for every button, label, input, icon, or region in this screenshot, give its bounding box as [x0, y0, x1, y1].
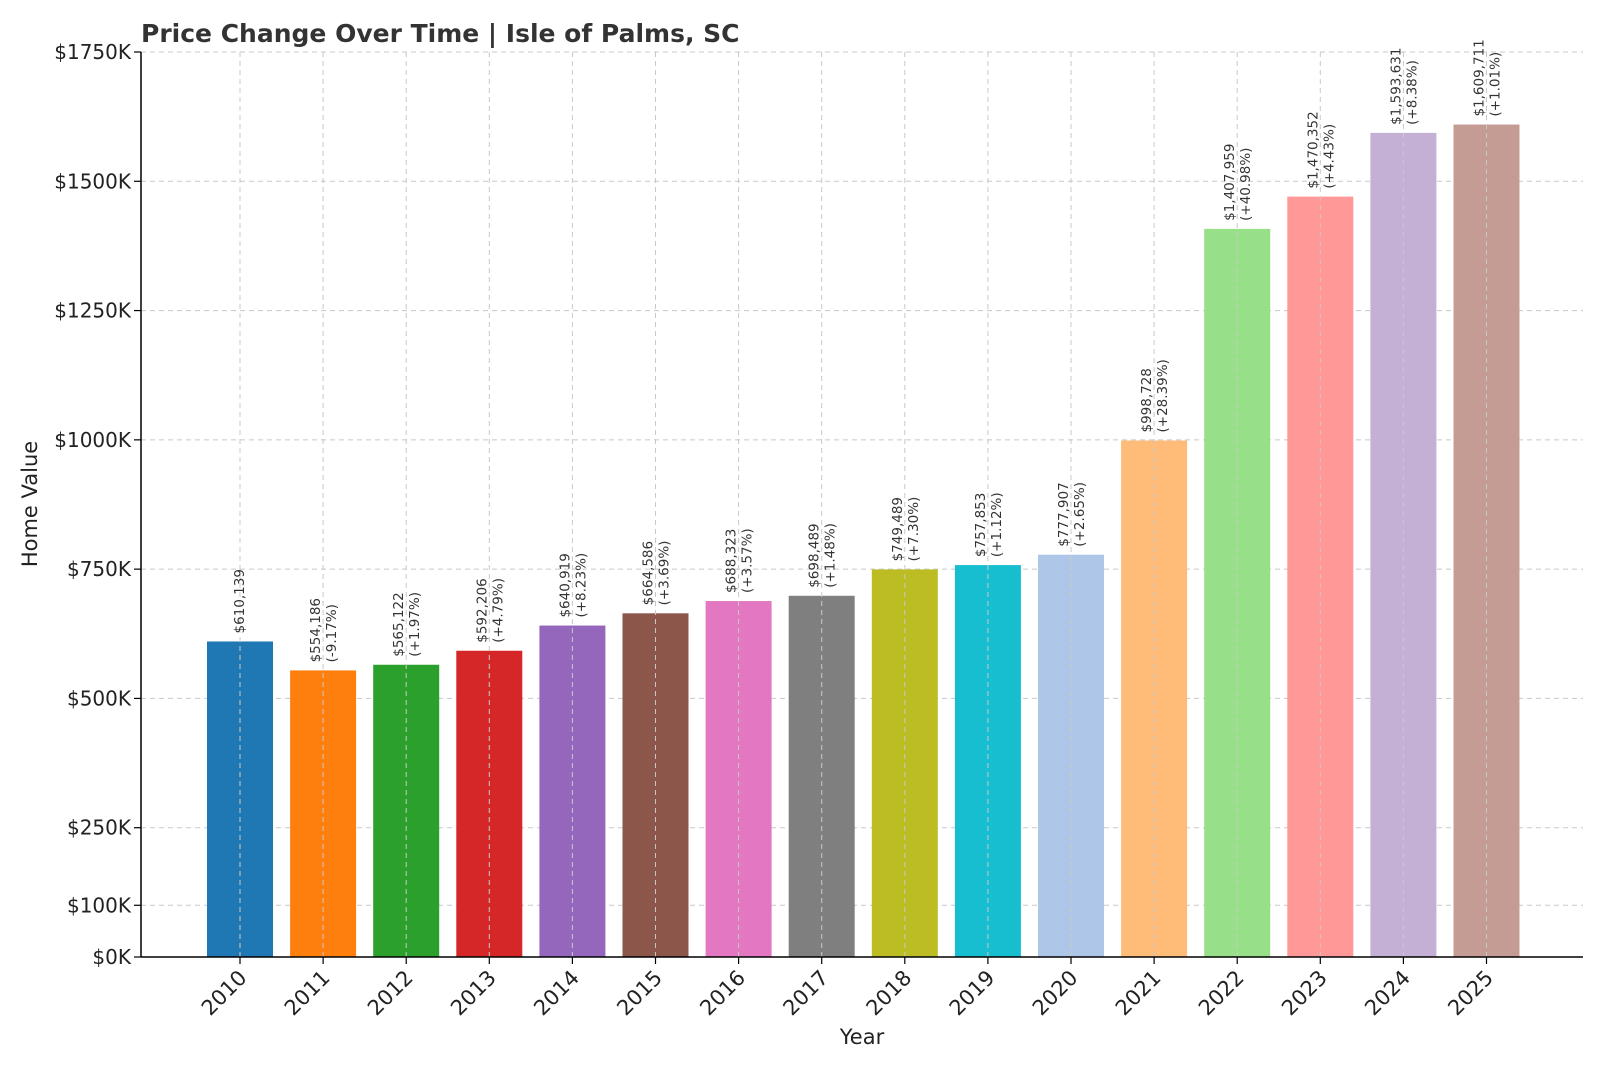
x-tick-label-2013: 2013	[446, 966, 501, 1021]
change-label-2019: (+1.12%)	[989, 492, 1005, 557]
x-tick-label-2020: 2020	[1028, 966, 1083, 1021]
change-label-2014: (+8.23%)	[573, 553, 589, 618]
x-tick-label-2023: 2023	[1277, 966, 1332, 1021]
x-tick-label-2021: 2021	[1111, 966, 1166, 1021]
x-tick-label-2012: 2012	[363, 966, 418, 1021]
change-label-2024: (+8.38%)	[1404, 60, 1420, 125]
x-tick-label-2022: 2022	[1194, 966, 1249, 1021]
y-axis-label: Home Value	[18, 441, 42, 567]
value-label-2023: $1,470,352	[1305, 111, 1321, 188]
change-label-2025: (+1.01%)	[1488, 52, 1504, 117]
bar-2024	[1370, 132, 1437, 957]
y-tick-label: $1250K	[54, 299, 132, 323]
y-tick-label: $100K	[67, 893, 132, 917]
data-labels-layer: $610,139 $554,186 (-9.17%) $565,122 (+1.97%)…	[232, 39, 1504, 662]
change-label-2013: (+4.79%)	[490, 578, 506, 643]
y-tick-label: $500K	[67, 686, 132, 710]
value-label-2020: $777,907	[1056, 482, 1072, 546]
chart-title: Price Change Over Time | Isle of Palms, …	[141, 19, 740, 48]
x-tick-label-2019: 2019	[945, 966, 1000, 1021]
change-label-2015: (+3.69%)	[657, 541, 673, 606]
x-tick-label-2018: 2018	[862, 966, 917, 1021]
grid-layer	[141, 51, 1583, 958]
x-tick-label-2011: 2011	[280, 966, 335, 1021]
change-label-2012: (+1.97%)	[407, 592, 423, 657]
y-tick-label: $1500K	[54, 169, 132, 193]
value-label-2012: $565,122	[391, 592, 407, 656]
value-label-2015: $664,586	[641, 541, 657, 605]
value-label-2014: $640,919	[557, 553, 573, 617]
value-label-2019: $757,853	[973, 493, 989, 557]
bars-layer	[207, 124, 1520, 958]
change-label-2018: (+7.30%)	[906, 497, 922, 562]
change-label-2021: (+28.39%)	[1155, 359, 1171, 432]
y-tick-label: $0K	[92, 945, 131, 969]
y-tick-label: $1000K	[54, 428, 132, 452]
x-tick-label-2025: 2025	[1443, 966, 1498, 1021]
y-tick-label: $750K	[67, 557, 132, 581]
vgrid-layer	[239, 52, 1487, 957]
value-label-2010: $610,139	[232, 569, 248, 633]
change-label-2016: (+3.57%)	[740, 528, 756, 593]
value-label-2011: $554,186	[308, 598, 324, 662]
x-tick-label-2010: 2010	[197, 966, 252, 1021]
y-tick-label: $1750K	[54, 40, 132, 64]
y-tick-labels: $0K $100K $250K $500K $750K $1000K $1250K $1500…	[54, 40, 141, 969]
bar-2016	[705, 601, 772, 957]
value-label-2018: $749,489	[890, 497, 906, 561]
value-label-2021: $998,728	[1139, 368, 1155, 432]
value-label-2025: $1,609,711	[1472, 39, 1488, 116]
change-label-2023: (+4.43%)	[1321, 124, 1337, 189]
x-tick-label-2014: 2014	[529, 966, 584, 1021]
value-label-2016: $688,323	[724, 529, 740, 593]
x-tick-label-2016: 2016	[695, 966, 750, 1021]
value-label-2024: $1,593,631	[1388, 48, 1404, 125]
axes-layer	[140, 52, 1583, 958]
x-tick-labels: 2010 2011 2012 2013 2014 2015 2016 2017 2018 2019…	[197, 957, 1498, 1020]
x-tick-label-2015: 2015	[612, 966, 667, 1021]
x-axis-label: Year	[839, 1025, 885, 1049]
change-label-2020: (+2.65%)	[1072, 482, 1088, 547]
value-label-2013: $592,206	[474, 578, 490, 642]
change-label-2017: (+1.48%)	[823, 523, 839, 588]
bar-2021	[1121, 440, 1188, 957]
y-tick-label: $250K	[67, 816, 132, 840]
change-label-2022: (+40.98%)	[1238, 148, 1254, 221]
value-label-2022: $1,407,959	[1222, 144, 1238, 221]
x-tick-label-2017: 2017	[778, 966, 833, 1021]
change-label-2011: (-9.17%)	[324, 604, 340, 662]
value-label-2017: $698,489	[807, 523, 823, 587]
x-tick-label-2024: 2024	[1360, 966, 1415, 1021]
